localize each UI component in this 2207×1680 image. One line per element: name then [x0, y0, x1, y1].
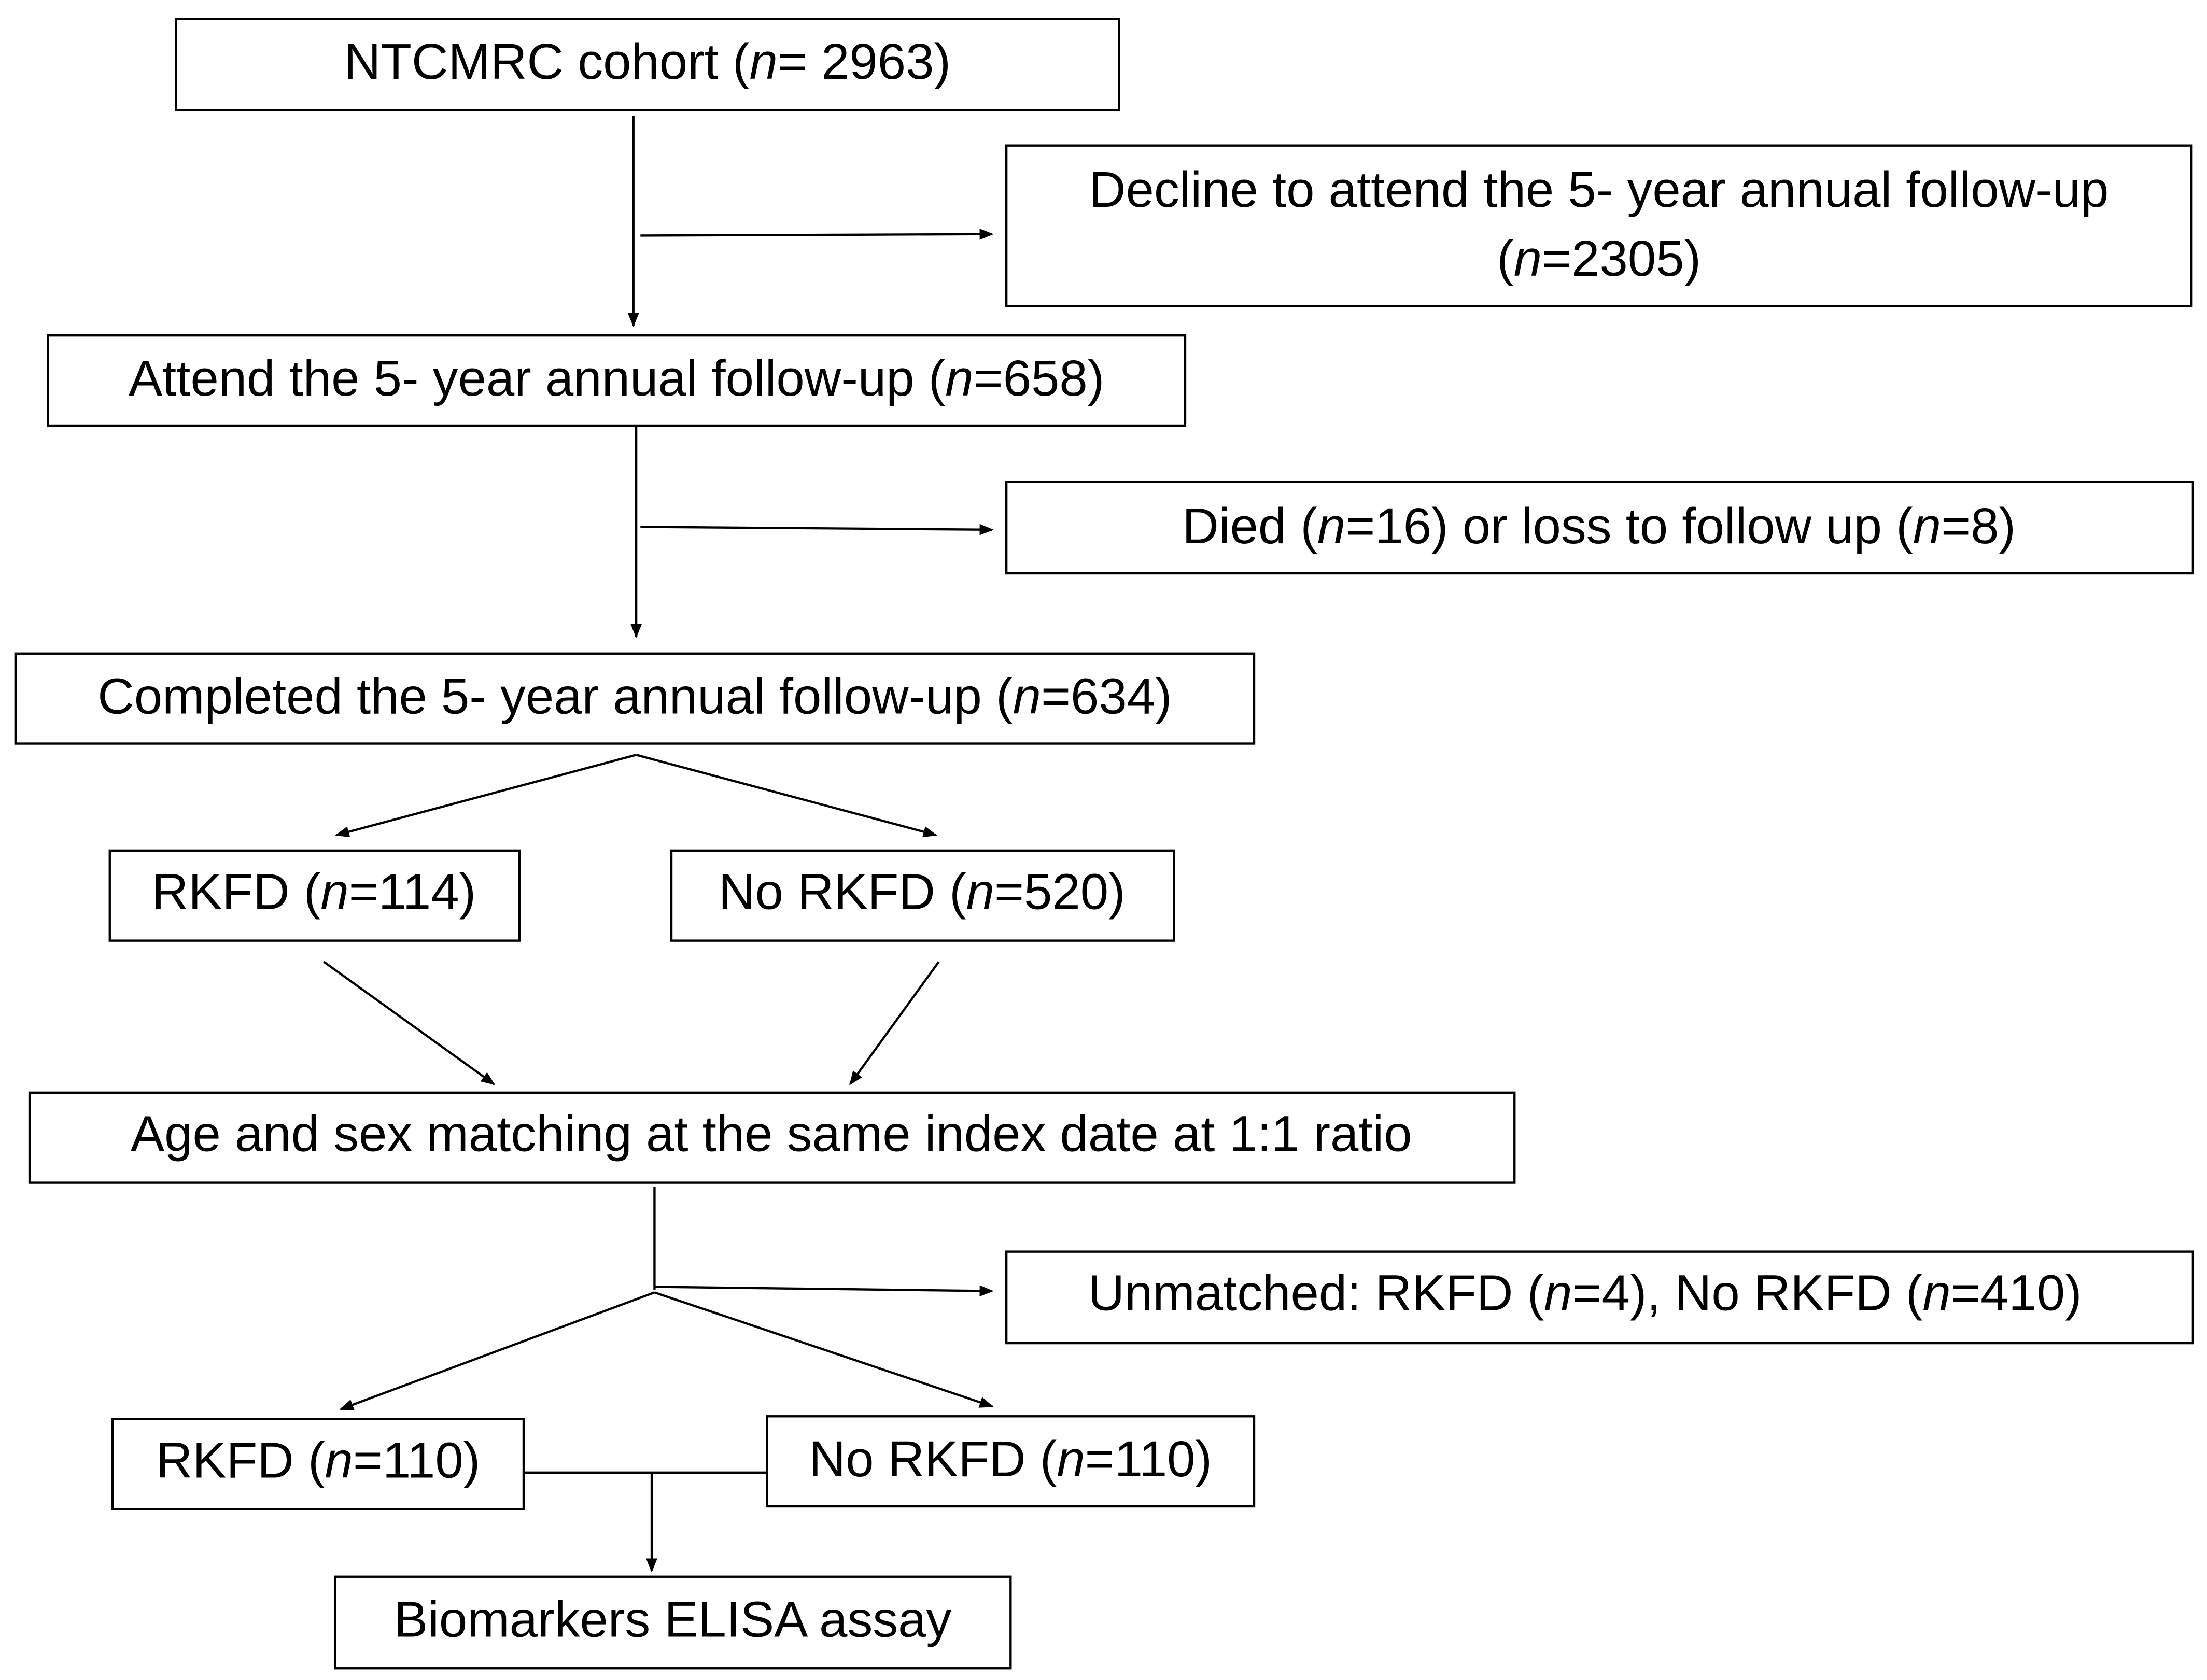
italic-symbol: n	[750, 33, 778, 90]
italic-symbol: n	[1544, 1264, 1572, 1321]
label-text: =8)	[1941, 498, 2016, 554]
box	[1005, 1250, 2195, 1345]
box	[766, 1415, 1256, 1508]
label-text: =520)	[994, 864, 1126, 920]
label-text: Died (	[1182, 498, 1317, 554]
node-label: No RKFD (n=110)	[809, 1431, 1213, 1487]
box	[670, 849, 1175, 942]
label-text: (	[1497, 230, 1514, 287]
label-text: Biomarkers ELISA assay	[394, 1591, 951, 1647]
label-text: =4), No RKFD (	[1572, 1264, 1923, 1321]
italic-symbol: n	[325, 1432, 353, 1488]
label-text: =410)	[1951, 1264, 2082, 1321]
italic-symbol: n	[945, 350, 973, 406]
box	[111, 1418, 525, 1510]
node-label: RKFD (n=114)	[152, 864, 476, 920]
box	[175, 18, 1120, 111]
italic-symbol: n	[1317, 498, 1345, 554]
label-text: =658)	[974, 350, 1105, 406]
label-text: =16) or loss to follow up (	[1345, 498, 1913, 554]
node-label: NTCMRC cohort (n= 2963)	[344, 33, 951, 90]
label-text: =110)	[353, 1432, 480, 1488]
node-label: Age and sex matching at the same index d…	[131, 1106, 1412, 1162]
label-text: NTCMRC cohort (	[344, 33, 750, 90]
label-text: RKFD (	[156, 1432, 325, 1488]
box	[14, 652, 1256, 745]
box	[28, 1091, 1516, 1184]
boxes	[14, 18, 2195, 1670]
node-label: Attend the 5- year annual follow-up (n=6…	[129, 350, 1104, 406]
italic-symbol: n	[1013, 668, 1041, 724]
label-text: Completed the 5- year annual follow-up (	[97, 668, 1013, 724]
node-label: (n=2305)	[1497, 230, 1701, 287]
label-text: = 2963)	[778, 33, 951, 90]
node-label: Unmatched: RKFD (n=4), No RKFD (n=410)	[1088, 1264, 2082, 1321]
italic-symbol: n	[320, 864, 348, 920]
label-text: No RKFD (	[719, 864, 966, 920]
labels: NTCMRC cohort (n= 2963)Decline to attend…	[97, 33, 2108, 1647]
label-text: =2305)	[1542, 230, 1701, 287]
italic-symbol: n	[966, 864, 994, 920]
node-label: Biomarkers ELISA assay	[394, 1591, 951, 1647]
label-text: No RKFD (	[809, 1431, 1057, 1487]
node-label: RKFD (n=110)	[156, 1432, 480, 1488]
node-label: Completed the 5- year annual follow-up (…	[97, 668, 1172, 724]
box	[1005, 144, 2193, 307]
label-text: Unmatched: RKFD (	[1088, 1264, 1544, 1321]
label-text: =114)	[349, 864, 476, 920]
label-text: Decline to attend the 5- year annual fol…	[1089, 161, 2108, 218]
box	[47, 334, 1187, 427]
node-label: Died (n=16) or loss to follow up (n=8)	[1182, 498, 2016, 554]
italic-symbol: n	[1913, 498, 1941, 554]
connectors	[323, 116, 994, 1573]
node-label: Decline to attend the 5- year annual fol…	[1089, 161, 2108, 218]
box	[1005, 481, 2195, 575]
label-text: =110)	[1085, 1431, 1212, 1487]
italic-symbol: n	[1923, 1264, 1951, 1321]
italic-symbol: n	[1514, 230, 1542, 287]
label-text: Age and sex matching at the same index d…	[131, 1106, 1412, 1162]
label-text: RKFD (	[152, 864, 321, 920]
label-text: Attend the 5- year annual follow-up (	[129, 350, 945, 406]
box	[333, 1575, 1012, 1670]
node-label: No RKFD (n=520)	[719, 864, 1126, 920]
box	[108, 849, 521, 942]
label-text: =634)	[1041, 668, 1172, 724]
italic-symbol: n	[1057, 1431, 1085, 1487]
